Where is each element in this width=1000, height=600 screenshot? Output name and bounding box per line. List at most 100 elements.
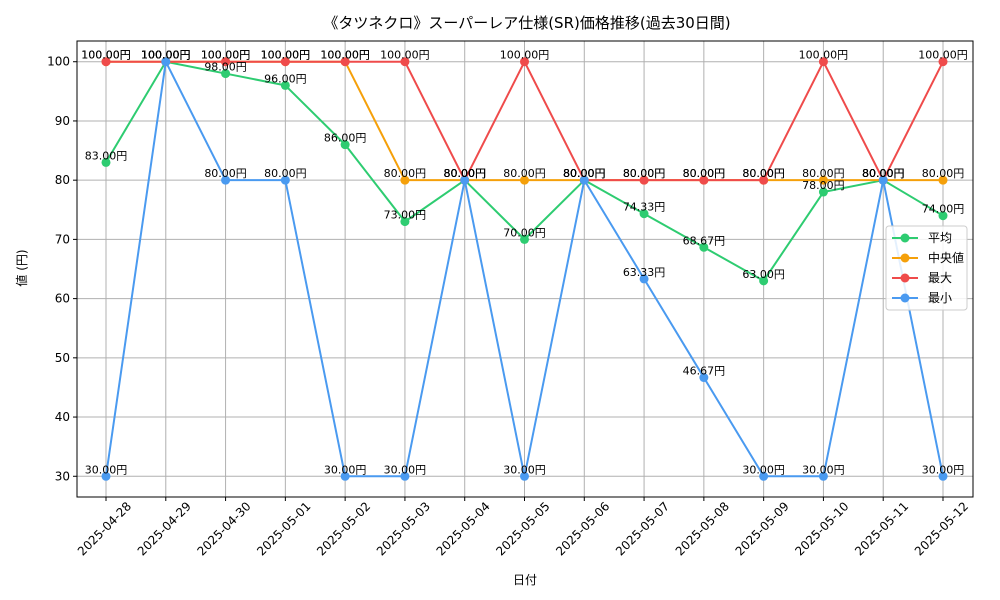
data-label: 80.00円	[563, 167, 606, 180]
x-axis-label: 日付	[513, 573, 537, 587]
data-label: 78.00円	[802, 179, 845, 192]
data-point	[161, 57, 171, 67]
data-point	[520, 57, 529, 67]
data-label: 80.00円	[862, 167, 905, 180]
data-point	[639, 274, 649, 284]
data-point	[938, 175, 948, 185]
data-point	[340, 140, 350, 150]
data-label: 100.00円	[141, 49, 191, 62]
data-label: 68.67円	[683, 234, 726, 247]
data-label: 70.00円	[503, 226, 546, 239]
data-point	[520, 175, 529, 185]
y-tick-label: 100	[47, 55, 70, 69]
data-label: 100.00円	[81, 49, 131, 62]
data-label: 100.00円	[500, 49, 550, 62]
data-label: 80.00円	[683, 167, 726, 180]
data-point	[101, 57, 111, 67]
legend-swatch-marker	[900, 253, 910, 263]
data-label: 30.00円	[802, 463, 845, 476]
data-label: 98.00円	[204, 61, 247, 74]
y-axis-label: 値 (円)	[14, 249, 29, 286]
data-label: 80.00円	[443, 167, 486, 180]
data-label: 80.00円	[802, 167, 845, 180]
data-point	[878, 175, 888, 185]
data-label: 100.00円	[320, 49, 370, 62]
y-tick-label: 90	[55, 114, 70, 128]
data-point	[101, 471, 111, 481]
data-label: 100.00円	[141, 49, 191, 62]
legend-swatch-marker	[900, 273, 910, 283]
series-layer	[101, 57, 948, 481]
y-tick-label: 80	[55, 173, 70, 187]
legend-entry: 平均	[928, 231, 952, 245]
data-label: 100.00円	[261, 49, 311, 62]
data-label: 30.00円	[85, 463, 128, 476]
data-point	[818, 471, 828, 481]
data-label: 80.00円	[384, 167, 427, 180]
data-label: 30.00円	[384, 463, 427, 476]
data-point	[699, 242, 709, 252]
data-label: 100.00円	[201, 49, 251, 62]
data-label: 80.00円	[683, 167, 726, 180]
data-label: 46.67円	[683, 365, 726, 378]
data-label: 63.00円	[742, 268, 785, 281]
data-label: 100.00円	[918, 49, 968, 62]
data-point	[460, 175, 470, 185]
y-tick-label: 50	[55, 351, 70, 365]
data-point	[280, 80, 290, 90]
data-label: 100.00円	[141, 49, 191, 62]
data-label: 80.00円	[503, 167, 546, 180]
data-point	[938, 471, 948, 481]
data-label: 80.00円	[623, 167, 666, 180]
data-label: 96.00円	[264, 72, 307, 85]
data-label: 80.00円	[204, 167, 247, 180]
data-point	[818, 175, 828, 185]
data-point	[400, 175, 410, 185]
data-label: 80.00円	[563, 167, 606, 180]
data-label: 30.00円	[922, 463, 965, 476]
data-point	[759, 276, 769, 286]
data-label-layer: 83.00円100.00円98.00円96.00円86.00円73.00円80.…	[81, 49, 968, 477]
data-label: 80.00円	[742, 167, 785, 180]
data-point	[221, 57, 231, 67]
legend-entry: 最小	[928, 291, 952, 305]
data-label: 80.00円	[862, 167, 905, 180]
data-point	[400, 57, 410, 67]
data-label: 80.00円	[563, 167, 606, 180]
data-label: 80.00円	[922, 167, 965, 180]
data-label: 100.00円	[799, 49, 849, 62]
data-point	[579, 175, 589, 185]
data-point	[340, 57, 350, 67]
data-label: 73.00円	[384, 209, 427, 222]
data-label: 80.00円	[623, 167, 666, 180]
y-tick-label: 70	[55, 232, 70, 246]
data-label: 100.00円	[141, 49, 191, 62]
legend-swatch-marker	[900, 233, 910, 243]
data-label: 100.00円	[320, 49, 370, 62]
data-point	[699, 175, 709, 185]
data-label: 30.00円	[742, 463, 785, 476]
data-point	[938, 211, 948, 221]
y-tick-label: 60	[55, 292, 70, 306]
data-point	[818, 57, 828, 67]
data-label: 63.33円	[623, 266, 666, 279]
data-label: 30.00円	[324, 463, 367, 476]
data-label: 74.33円	[623, 201, 666, 214]
legend-entry: 中央値	[928, 250, 964, 265]
legend-box	[885, 225, 968, 311]
data-label: 80.00円	[563, 167, 606, 180]
data-point	[699, 373, 709, 383]
data-point	[818, 187, 828, 197]
series-4	[101, 57, 948, 481]
chart-title: 《タツネクロ》スーパーレア仕様(SR)価格推移(過去30日間)	[323, 14, 730, 32]
data-point	[221, 175, 231, 185]
data-point	[759, 471, 769, 481]
data-label: 100.00円	[81, 49, 131, 62]
data-point	[400, 471, 410, 481]
y-axis: 30 40 50 60 70 80 90 100	[47, 55, 77, 483]
data-label: 80.00円	[443, 167, 486, 180]
data-point	[280, 175, 290, 185]
